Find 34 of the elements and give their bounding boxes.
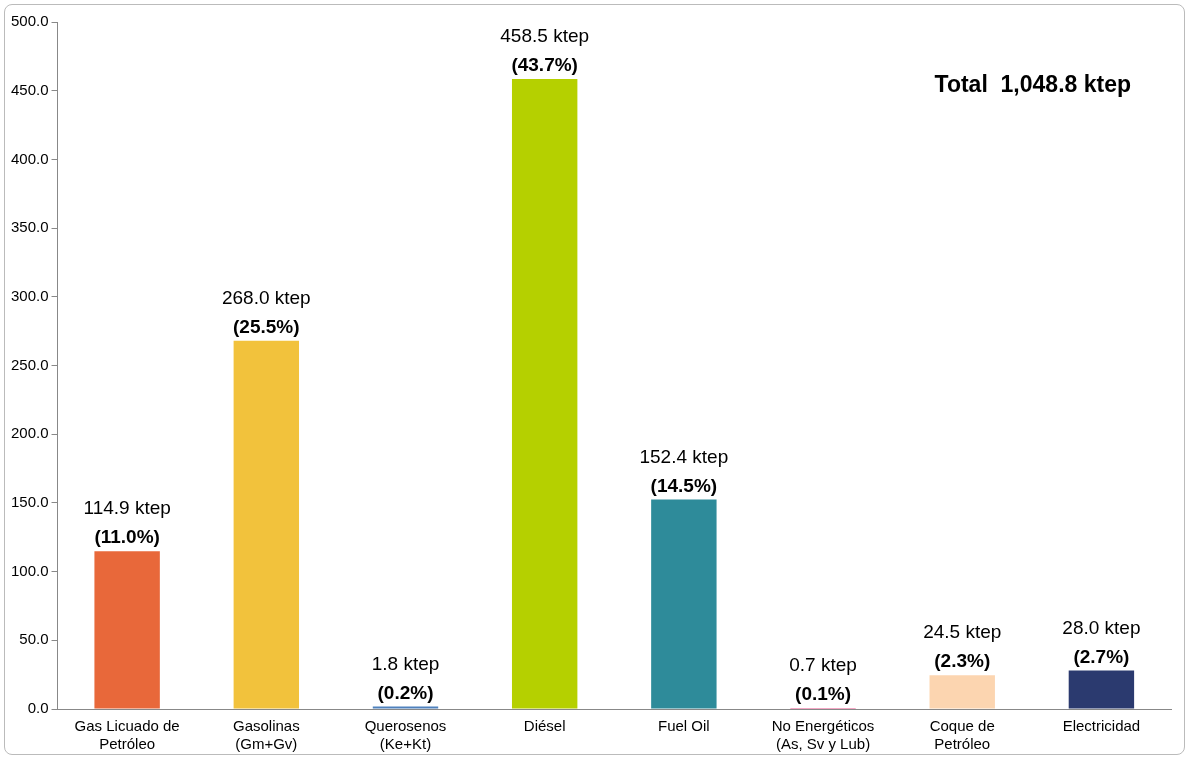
- y-tick-label: 300.0: [10, 286, 49, 304]
- bar: [651, 499, 717, 709]
- bar: [1068, 670, 1135, 709]
- x-tick-label: Gasolinas (Gm+Gv): [232, 717, 300, 753]
- data-label: 114.9 ktep (11.0%): [83, 497, 171, 548]
- bar: [94, 551, 160, 709]
- bar: [929, 675, 995, 709]
- data-label: 1.8 ktep (0.2%): [371, 652, 440, 703]
- x-tick-label: Fuel Oil: [658, 717, 710, 735]
- y-tick-label: 200.0: [10, 424, 49, 442]
- x-tick-label: Querosenos (Ke+Kt): [364, 717, 447, 753]
- x-tick-label: Diésel: [523, 717, 566, 735]
- data-label: 24.5 ktep (2.3%): [923, 621, 1002, 672]
- y-tick-label: 500.0: [10, 12, 49, 30]
- data-label: 0.7 ktep (0.1%): [789, 654, 857, 705]
- y-tick-label: 400.0: [10, 149, 49, 167]
- bar: [511, 79, 578, 709]
- x-tick-label: No Energéticos (As, Sv y Lub): [771, 717, 875, 753]
- data-label: 152.4 ktep (14.5%): [639, 445, 729, 496]
- data-label: 28.0 ktep (2.7%): [1062, 616, 1141, 667]
- y-tick-label: 450.0: [10, 80, 49, 98]
- bar: [233, 340, 300, 709]
- data-label: 268.0 ktep (25.5%): [221, 286, 311, 337]
- x-tick-label: Gas Licuado de Petróleo: [74, 717, 180, 753]
- y-tick-label: 150.0: [10, 493, 49, 511]
- y-tick-label: 100.0: [10, 561, 49, 579]
- annotation: Total 1,048.8 ktep: [934, 71, 1131, 97]
- x-tick-label: Coque de Petróleo: [929, 717, 995, 753]
- data-label: 458.5 ktep (43.7%): [500, 25, 590, 76]
- y-tick-label: 50.0: [19, 630, 49, 648]
- y-tick-label: 350.0: [10, 218, 49, 236]
- y-tick-label: 0.0: [27, 699, 49, 717]
- x-tick-label: Electricidad: [1062, 717, 1141, 735]
- y-tick-label: 250.0: [10, 355, 49, 373]
